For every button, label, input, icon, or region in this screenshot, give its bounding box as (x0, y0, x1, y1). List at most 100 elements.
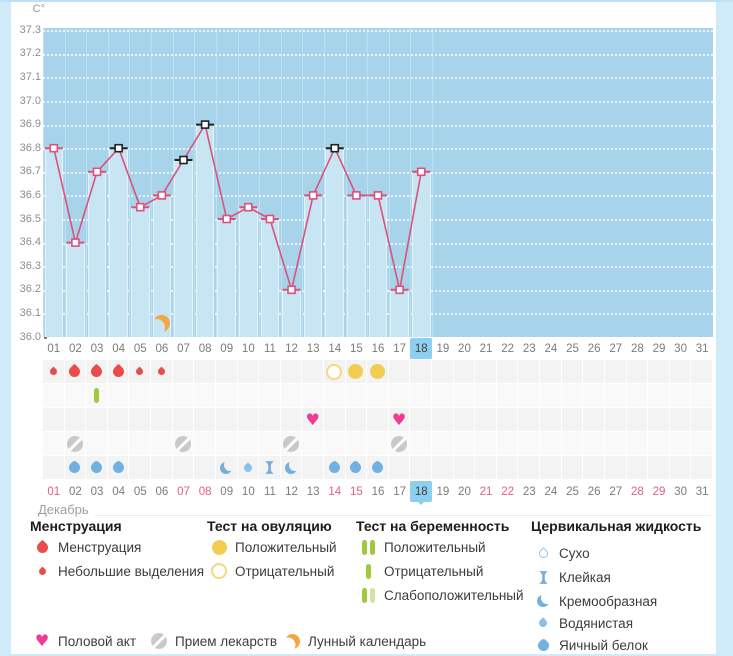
entry-cell[interactable] (259, 432, 281, 456)
entry-cell[interactable] (475, 432, 497, 456)
entry-cell[interactable] (432, 360, 454, 384)
day-cell[interactable]: 23 (522, 342, 536, 355)
entry-cell[interactable] (540, 408, 562, 432)
entry-cell[interactable] (604, 432, 627, 456)
day-cell[interactable]: 17 (393, 342, 406, 355)
entry-cell[interactable] (323, 408, 346, 432)
day-cell[interactable]: 19 (436, 485, 450, 498)
entry-cell[interactable] (194, 384, 216, 408)
entry-cell[interactable] (129, 432, 152, 456)
entry-cell[interactable] (107, 408, 130, 432)
entry-cell[interactable] (259, 360, 281, 384)
entry-cell[interactable] (237, 408, 260, 432)
day-cell[interactable]: 27 (609, 342, 623, 355)
temp-marker[interactable] (330, 143, 340, 153)
entry-cell[interactable] (151, 384, 173, 408)
entry-cell[interactable] (626, 384, 649, 408)
entry-cell[interactable] (626, 360, 649, 384)
entry-cell[interactable] (669, 456, 692, 480)
entry-cell[interactable] (86, 384, 108, 408)
entry-cell[interactable] (280, 384, 303, 408)
temp-marker[interactable] (71, 238, 80, 247)
entry-cell[interactable] (129, 408, 152, 432)
entry-cell[interactable] (583, 432, 605, 456)
entry-cell[interactable] (453, 360, 476, 384)
entry-cell[interactable] (410, 456, 433, 480)
day-cell[interactable]: 13 (306, 342, 320, 355)
entry-cell[interactable] (43, 408, 65, 432)
entry-cell[interactable] (194, 360, 216, 384)
entry-cell[interactable] (64, 408, 87, 432)
day-cell[interactable]: 28 (630, 485, 644, 498)
entry-cell[interactable] (367, 456, 389, 480)
entry-cell[interactable] (691, 408, 713, 432)
entry-cell[interactable] (172, 384, 195, 408)
entry-cell[interactable] (280, 432, 303, 456)
entry-cell[interactable] (691, 384, 713, 408)
entry-cell[interactable] (388, 432, 411, 456)
entry-cell[interactable] (129, 360, 152, 384)
entry-cell[interactable] (496, 432, 519, 456)
entry-cell[interactable] (626, 432, 649, 456)
day-cell[interactable]: 22 (501, 342, 515, 355)
entry-cell[interactable] (345, 384, 368, 408)
day-cell[interactable]: 26 (587, 342, 601, 355)
entry-cell[interactable] (172, 360, 195, 384)
entry-cell[interactable] (604, 384, 627, 408)
entry-cell[interactable] (345, 456, 368, 480)
day-cell[interactable]: 23 (522, 485, 536, 498)
entry-cell[interactable] (259, 408, 281, 432)
entry-cell[interactable] (561, 360, 584, 384)
entry-cell[interactable] (475, 456, 497, 480)
entry-cell[interactable] (43, 384, 65, 408)
day-cell[interactable]: 29 (652, 342, 666, 355)
entry-cell[interactable] (194, 408, 216, 432)
entry-cell[interactable] (475, 384, 497, 408)
entry-cell[interactable] (194, 456, 216, 480)
day-cell[interactable]: 19 (436, 342, 450, 355)
entry-cell[interactable] (280, 408, 303, 432)
entry-cell[interactable] (388, 360, 411, 384)
entry-cell[interactable] (518, 360, 541, 384)
day-cell[interactable]: 09 (220, 342, 234, 355)
entry-cell[interactable] (107, 384, 130, 408)
day-cell[interactable]: 01 (47, 485, 61, 498)
day-cell[interactable]: 24 (544, 485, 558, 498)
entry-cell[interactable] (669, 384, 692, 408)
day-cell[interactable]: 02 (69, 342, 82, 355)
entry-cell[interactable] (64, 432, 87, 456)
entry-cell[interactable] (86, 432, 108, 456)
day-cell[interactable]: 29 (652, 485, 666, 498)
entry-cell[interactable] (561, 384, 584, 408)
entry-cell[interactable] (43, 360, 65, 384)
entry-cell[interactable] (302, 360, 324, 384)
day-cell[interactable]: 08 (198, 342, 212, 355)
entry-cell[interactable] (496, 384, 519, 408)
day-cell[interactable]: 10 (241, 485, 255, 498)
day-cell[interactable]: 05 (133, 485, 147, 498)
entry-cell[interactable] (237, 360, 260, 384)
entry-cell[interactable] (259, 456, 281, 480)
entry-cell[interactable] (453, 456, 476, 480)
day-cell[interactable]: 12 (285, 485, 298, 498)
entry-cell[interactable] (215, 456, 238, 480)
entry-cell[interactable] (86, 408, 108, 432)
entry-cell[interactable] (215, 384, 238, 408)
entry-cell[interactable] (496, 408, 519, 432)
entry-cell[interactable] (43, 456, 65, 480)
entry-cell[interactable] (151, 360, 173, 384)
entry-cell[interactable] (410, 408, 433, 432)
entry-cell[interactable] (669, 360, 692, 384)
entry-cell[interactable] (475, 360, 497, 384)
day-cell[interactable]: 10 (241, 342, 255, 355)
day-cell[interactable]: 11 (263, 485, 276, 498)
entry-cell[interactable] (388, 384, 411, 408)
temp-marker[interactable] (49, 143, 59, 153)
day-cell[interactable]: 13 (306, 485, 320, 498)
entry-cell[interactable] (215, 360, 238, 384)
entry-cell[interactable] (604, 360, 627, 384)
entry-cell[interactable] (648, 360, 670, 384)
entry-cell[interactable] (107, 360, 130, 384)
entry-cell[interactable]: ♥ (388, 408, 411, 432)
entry-cell[interactable] (323, 360, 346, 384)
